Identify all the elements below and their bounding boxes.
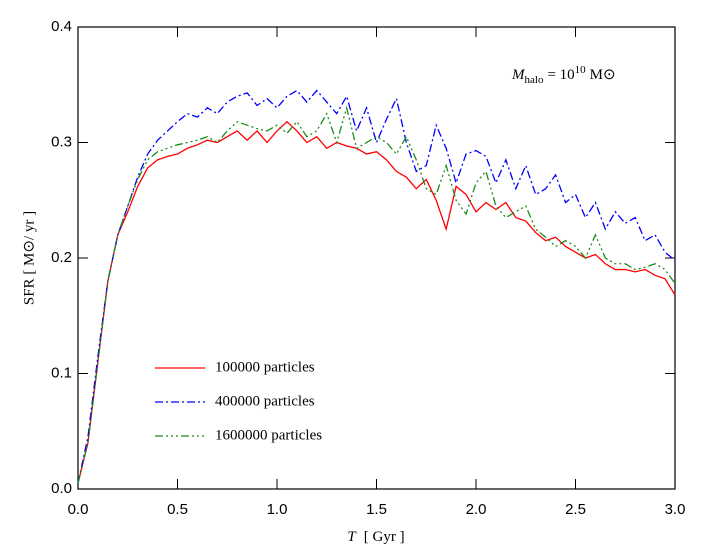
series-line xyxy=(77,120,676,484)
y-tick-label: 0.2 xyxy=(51,249,72,266)
x-tick-label: 3.0 xyxy=(665,501,686,518)
annotation-symbol: M xyxy=(511,67,526,83)
x-tick-label: 0.0 xyxy=(68,501,89,518)
x-axis-unit: [ Gyr ] xyxy=(364,529,405,545)
legend-label: 1600000 particles xyxy=(215,427,322,443)
y-axis-label: SFR [ M⊙/ yr ] xyxy=(21,211,37,305)
series-line xyxy=(77,105,676,484)
annotation: Mhalo = 1010 M⊙ xyxy=(511,64,616,86)
y-tick-label: 0.1 xyxy=(51,364,72,381)
series-line xyxy=(77,89,676,484)
x-axis-label: T [ Gyr ] xyxy=(347,529,404,545)
legend-label: 100000 particles xyxy=(215,359,315,375)
x-tick-label: 2.5 xyxy=(565,501,586,518)
x-tick-label: 1.0 xyxy=(267,501,288,518)
x-axis-symbol: T xyxy=(347,529,357,545)
y-tick-label: 0.4 xyxy=(51,18,72,35)
annotation-equals: = 10 xyxy=(547,67,574,83)
x-tick-label: 2.0 xyxy=(466,501,487,518)
legend-label: 400000 particles xyxy=(215,393,315,409)
annotation-unit: M⊙ xyxy=(590,67,616,83)
x-tick-label: 0.5 xyxy=(167,501,188,518)
annotation-exponent: 10 xyxy=(575,64,587,76)
y-tick-label: 0.0 xyxy=(51,480,72,497)
y-tick-label: 0.3 xyxy=(51,133,72,150)
annotation-subscript: halo xyxy=(525,74,544,86)
x-tick-label: 1.5 xyxy=(366,501,387,518)
